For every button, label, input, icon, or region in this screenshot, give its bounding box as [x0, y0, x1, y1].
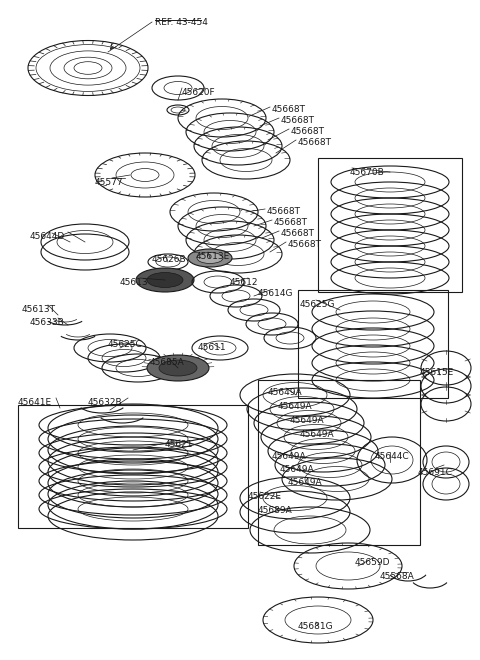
Text: 45649A: 45649A	[272, 452, 307, 461]
Text: 45613: 45613	[120, 278, 149, 287]
Ellipse shape	[136, 268, 194, 292]
Text: 45668T: 45668T	[298, 138, 332, 147]
Text: 45670B: 45670B	[350, 168, 385, 177]
Text: 45668T: 45668T	[281, 229, 315, 238]
Text: 45612: 45612	[230, 278, 259, 287]
Bar	[18, 405, 248, 528]
Text: 45611: 45611	[198, 343, 227, 352]
Text: 45649A: 45649A	[290, 416, 324, 425]
Text: 45620F: 45620F	[182, 88, 216, 97]
Text: 45615E: 45615E	[420, 368, 454, 377]
Text: 45668T: 45668T	[281, 116, 315, 125]
Text: 45644C: 45644C	[375, 452, 409, 461]
Text: 45626B: 45626B	[152, 255, 187, 264]
Text: 45659D: 45659D	[355, 558, 391, 567]
Text: 45613T: 45613T	[22, 305, 56, 314]
Text: 45649A: 45649A	[280, 465, 314, 474]
Text: 45621: 45621	[165, 440, 193, 449]
Text: 45614G: 45614G	[258, 289, 293, 298]
Text: 45691C: 45691C	[418, 468, 453, 477]
Text: 45633B: 45633B	[30, 318, 65, 327]
Ellipse shape	[147, 273, 183, 288]
Text: 45649A: 45649A	[300, 430, 335, 439]
Text: REF. 43-454: REF. 43-454	[155, 18, 208, 27]
Text: 45625G: 45625G	[300, 300, 336, 309]
Text: 45668T: 45668T	[267, 207, 301, 216]
Text: 45568A: 45568A	[380, 572, 415, 581]
Text: 45649A: 45649A	[278, 402, 312, 411]
Text: 45685A: 45685A	[150, 358, 185, 367]
Bar	[298, 290, 448, 398]
Text: 45644D: 45644D	[30, 232, 65, 241]
Text: 45668T: 45668T	[291, 127, 325, 136]
Text: 45668T: 45668T	[272, 105, 306, 114]
Ellipse shape	[197, 253, 223, 263]
Ellipse shape	[147, 355, 209, 381]
Bar	[318, 158, 462, 292]
Text: 45668T: 45668T	[274, 218, 308, 227]
Text: 45668T: 45668T	[288, 240, 322, 249]
Text: 45641E: 45641E	[18, 398, 52, 407]
Bar	[258, 380, 420, 545]
Text: 45622E: 45622E	[248, 492, 282, 501]
Text: 45632B: 45632B	[88, 398, 122, 407]
Text: 45689A: 45689A	[258, 506, 293, 515]
Text: 45649A: 45649A	[268, 388, 302, 397]
Ellipse shape	[188, 249, 232, 267]
Text: 45577: 45577	[95, 178, 124, 187]
Ellipse shape	[159, 360, 197, 376]
Text: 45625C: 45625C	[108, 340, 143, 349]
Text: 45613E: 45613E	[196, 252, 230, 261]
Text: 45681G: 45681G	[298, 622, 334, 631]
Text: 45649A: 45649A	[288, 478, 323, 487]
